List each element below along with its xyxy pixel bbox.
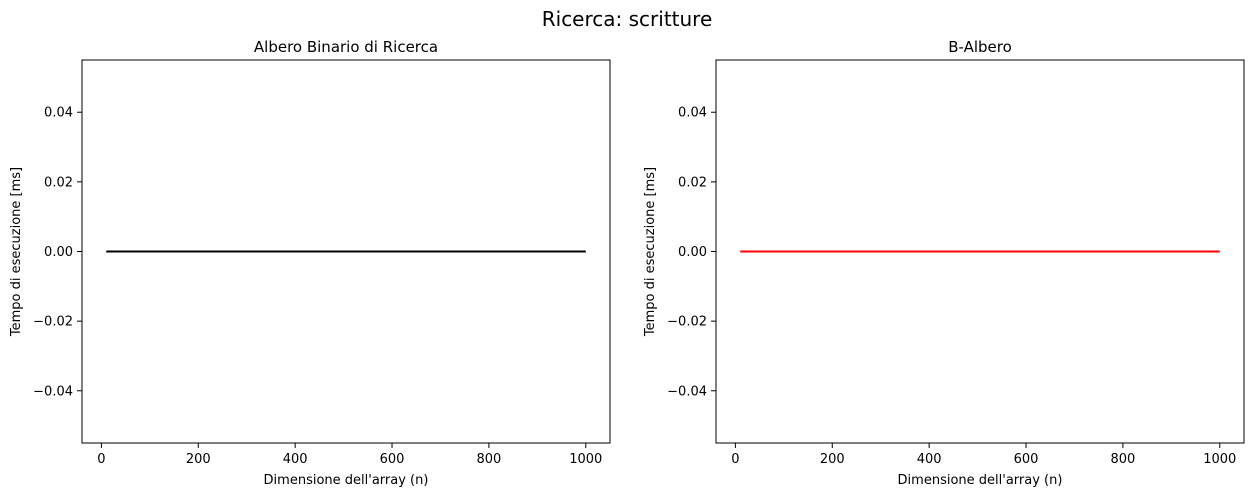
figure-suptitle: Ricerca: scritture (542, 7, 713, 31)
x-tick-label: 0 (731, 452, 739, 467)
y-tick-label: −0.04 (33, 384, 73, 399)
x-tick-label: 600 (1014, 452, 1039, 467)
x-tick-label: 1000 (569, 452, 602, 467)
x-tick-label: 1000 (1203, 452, 1236, 467)
x-tick-label: 200 (820, 452, 845, 467)
x-axis-label: Dimensione dell'array (n) (898, 473, 1063, 488)
subplot-1: 0 200 400 600 800 1000 −0.04 −0.02 0.00 0.02 0.04 A… (9, 38, 611, 488)
y-axis-label: Tempo di esecuzione [ms] (643, 167, 658, 337)
y-tick-label: 0.04 (44, 106, 73, 121)
subplot-title: B-Albero (948, 38, 1012, 56)
y-tick-label: 0.02 (44, 175, 73, 190)
x-tick-label: 200 (186, 452, 211, 467)
x-tick-label: 800 (1110, 452, 1135, 467)
x-tick-label: 800 (476, 452, 501, 467)
x-tick-label: 600 (380, 452, 405, 467)
subplot-title: Albero Binario di Ricerca (254, 38, 438, 56)
y-tick-label: 0.00 (678, 245, 707, 260)
x-tick-label: 0 (97, 452, 105, 467)
y-tick-label: −0.02 (667, 315, 707, 330)
y-tick-label: −0.04 (667, 384, 707, 399)
y-tick-label: 0.00 (44, 245, 73, 260)
x-tick-label: 400 (917, 452, 942, 467)
y-tick-label: 0.04 (678, 106, 707, 121)
x-tick-label: 400 (283, 452, 308, 467)
y-axis-label: Tempo di esecuzione [ms] (9, 167, 24, 337)
y-tick-label: 0.02 (678, 175, 707, 190)
subplots: 0 200 400 600 800 1000 −0.04 −0.02 0.00 0.02 0.04 A… (9, 38, 1245, 488)
x-axis-label: Dimensione dell'array (n) (264, 473, 429, 488)
y-tick-label: −0.02 (33, 315, 73, 330)
subplot-2: 0 200 400 600 800 1000 −0.04 −0.02 0.00 0.02 0.04 B… (643, 38, 1245, 488)
